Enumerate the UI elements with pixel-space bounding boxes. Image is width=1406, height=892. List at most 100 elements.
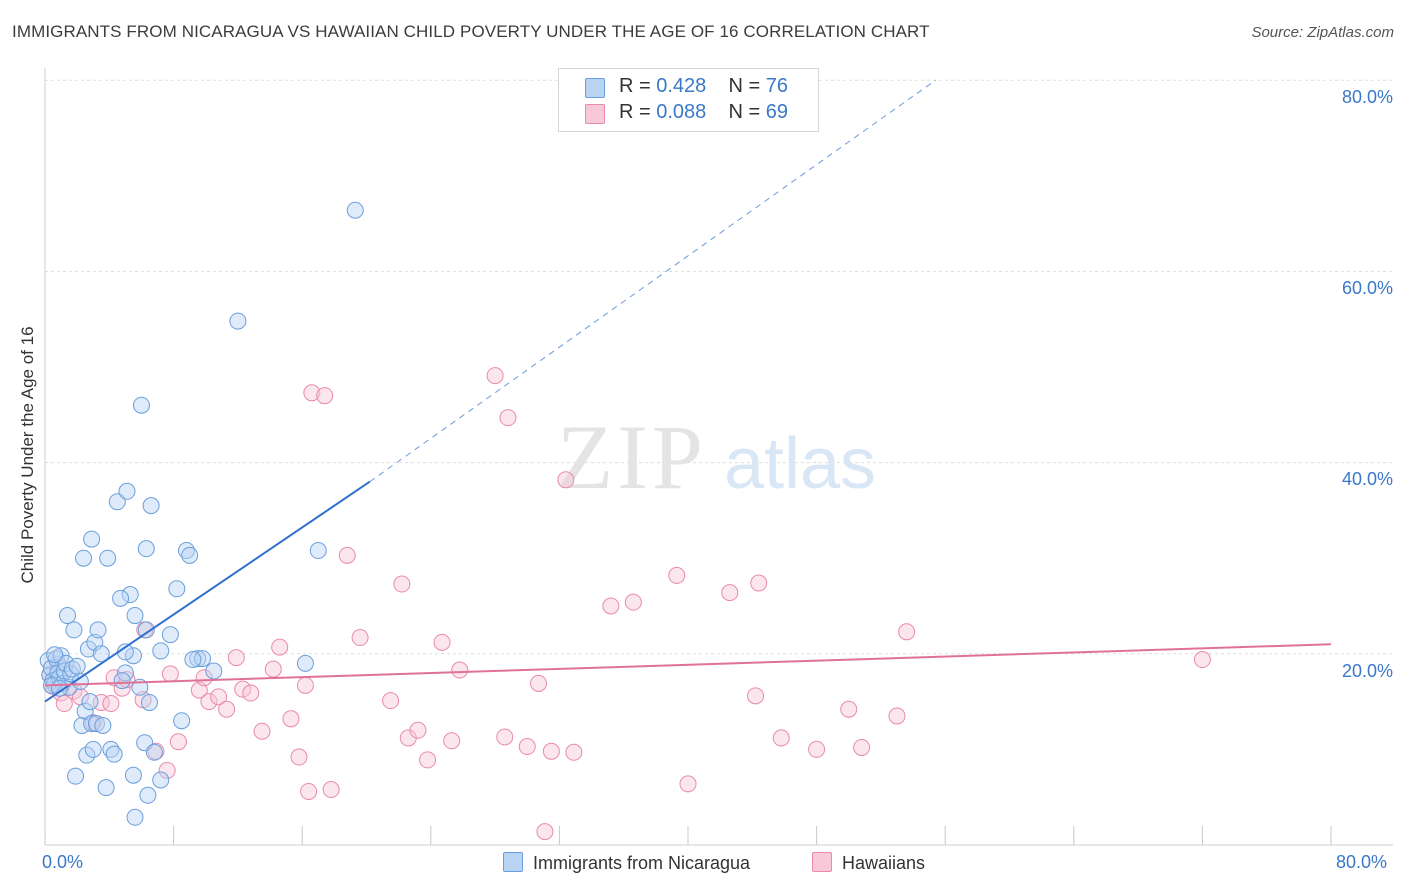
hawaiians-point: [496, 728, 514, 746]
hawaiians-point: [227, 649, 245, 667]
nicaragua-point: [229, 312, 247, 330]
hawaiians-point: [668, 566, 686, 584]
nicaragua-point: [177, 542, 195, 560]
nicaragua-point: [84, 740, 102, 758]
y-tick-label-20: 20.0%: [1341, 661, 1393, 681]
nicaragua-point: [63, 660, 81, 678]
nicaragua-point: [173, 712, 191, 730]
nicaragua-point: [296, 654, 314, 672]
nicaragua-point: [79, 640, 97, 658]
legend-n-value: 76: [765, 75, 789, 97]
hawaiians-point: [158, 761, 176, 779]
hawaiians-point: [351, 629, 369, 647]
hawaiians-point: [234, 680, 252, 698]
nicaragua-point: [75, 549, 93, 567]
nicaragua-point: [102, 740, 120, 758]
legend-n-label: N =: [728, 101, 766, 123]
nicaragua-point: [145, 743, 163, 761]
chart-title: IMMIGRANTS FROM NICARAGUA VS HAWAIIAN CH…: [12, 22, 930, 41]
legend-swatch-blue: [585, 78, 605, 98]
nicaragua-point: [94, 717, 112, 734]
hawaiians-point: [772, 729, 790, 747]
nicaragua-point: [57, 654, 75, 672]
trend-lines: [44, 79, 1332, 703]
hawaiians-point: [624, 593, 642, 611]
hawaiians-point: [898, 623, 916, 641]
nicaragua-point: [309, 542, 327, 560]
nicaragua-point: [108, 493, 126, 511]
hawaiians-point: [602, 597, 620, 615]
nicaragua-trend-line: [44, 480, 371, 703]
watermark: ZIP atlas: [557, 406, 876, 508]
hawaiians-point: [530, 674, 548, 692]
series-hawaiians-points: [41, 367, 1211, 841]
hawaiians-point: [393, 575, 411, 593]
nicaragua-point: [205, 662, 223, 680]
nicaragua-point: [121, 586, 139, 604]
bottom-legend-swatch-pink: [812, 852, 832, 872]
hawaiians-point: [316, 387, 334, 405]
legend-n-label: N =: [728, 75, 766, 97]
nicaragua-point: [140, 694, 158, 712]
nicaragua-point: [59, 607, 77, 625]
nicaragua-point: [89, 621, 107, 639]
nicaragua-point: [137, 540, 155, 558]
x-tick-label-max: 80.0%: [1336, 852, 1388, 872]
nicaragua-point: [113, 672, 131, 690]
legend-r-label: R =: [619, 75, 657, 97]
nicaragua-point: [189, 650, 207, 668]
nicaragua-point: [83, 530, 101, 548]
hawaiians-point: [338, 546, 356, 564]
nicaragua-point: [65, 621, 83, 639]
hawaiians-point: [443, 732, 461, 750]
nicaragua-point: [346, 201, 364, 219]
hawaiians-point: [147, 742, 165, 760]
hawaiians-point: [808, 740, 826, 758]
hawaiians-point: [242, 684, 260, 702]
nicaragua-point: [126, 607, 144, 625]
watermark-zip: ZIP: [557, 406, 707, 508]
nicaragua-point: [161, 626, 179, 644]
nicaragua-point: [81, 693, 99, 711]
hawaiians-point: [322, 781, 340, 799]
hawaiians-point: [499, 409, 517, 427]
hawaiians-point: [518, 738, 536, 756]
nicaragua-point: [181, 546, 199, 564]
correlation-legend: R = 0.428 N = 76 R = 0.088 N = 69: [558, 68, 819, 132]
axes: [44, 68, 1393, 846]
y-tick-label-40: 40.0%: [1341, 469, 1393, 489]
nicaragua-point: [71, 673, 89, 691]
nicaragua-point: [67, 767, 85, 785]
y-tick-label-80: 80.0%: [1341, 87, 1393, 107]
hawaiians-point: [853, 738, 871, 756]
legend-swatch-pink: [585, 104, 605, 124]
hawaiians-point: [486, 367, 504, 385]
legend-r-label: R =: [619, 101, 657, 123]
nicaragua-point: [137, 621, 155, 639]
hawaiians-point: [679, 775, 697, 793]
series-nicaragua-points: [39, 201, 364, 826]
hawaiians-point: [840, 700, 858, 718]
hawaiians-trend-line: [44, 643, 1332, 687]
hawaiians-point: [536, 823, 554, 841]
hawaiians-point: [303, 384, 321, 402]
hawaiians-point: [542, 742, 560, 760]
nicaragua-point: [132, 396, 150, 414]
nicaragua-point: [68, 657, 86, 675]
hawaiians-point: [195, 669, 213, 687]
nicaragua-point: [126, 808, 144, 826]
hawaiians-point: [557, 471, 575, 489]
hawaiians-point: [169, 733, 187, 751]
nicaragua-point: [78, 746, 96, 764]
hawaiians-point: [161, 665, 179, 683]
nicaragua-point: [124, 647, 142, 665]
nicaragua-point: [87, 715, 105, 733]
hawaiians-point: [433, 633, 451, 651]
hawaiians-point: [271, 638, 289, 656]
hawaiians-point: [565, 743, 583, 761]
bottom-legend-hawaiians: Hawaiians: [812, 852, 925, 874]
hawaiians-point: [721, 584, 739, 602]
nicaragua-point: [92, 645, 110, 663]
hawaiians-point: [1193, 651, 1211, 669]
hawaiians-point: [264, 660, 282, 678]
